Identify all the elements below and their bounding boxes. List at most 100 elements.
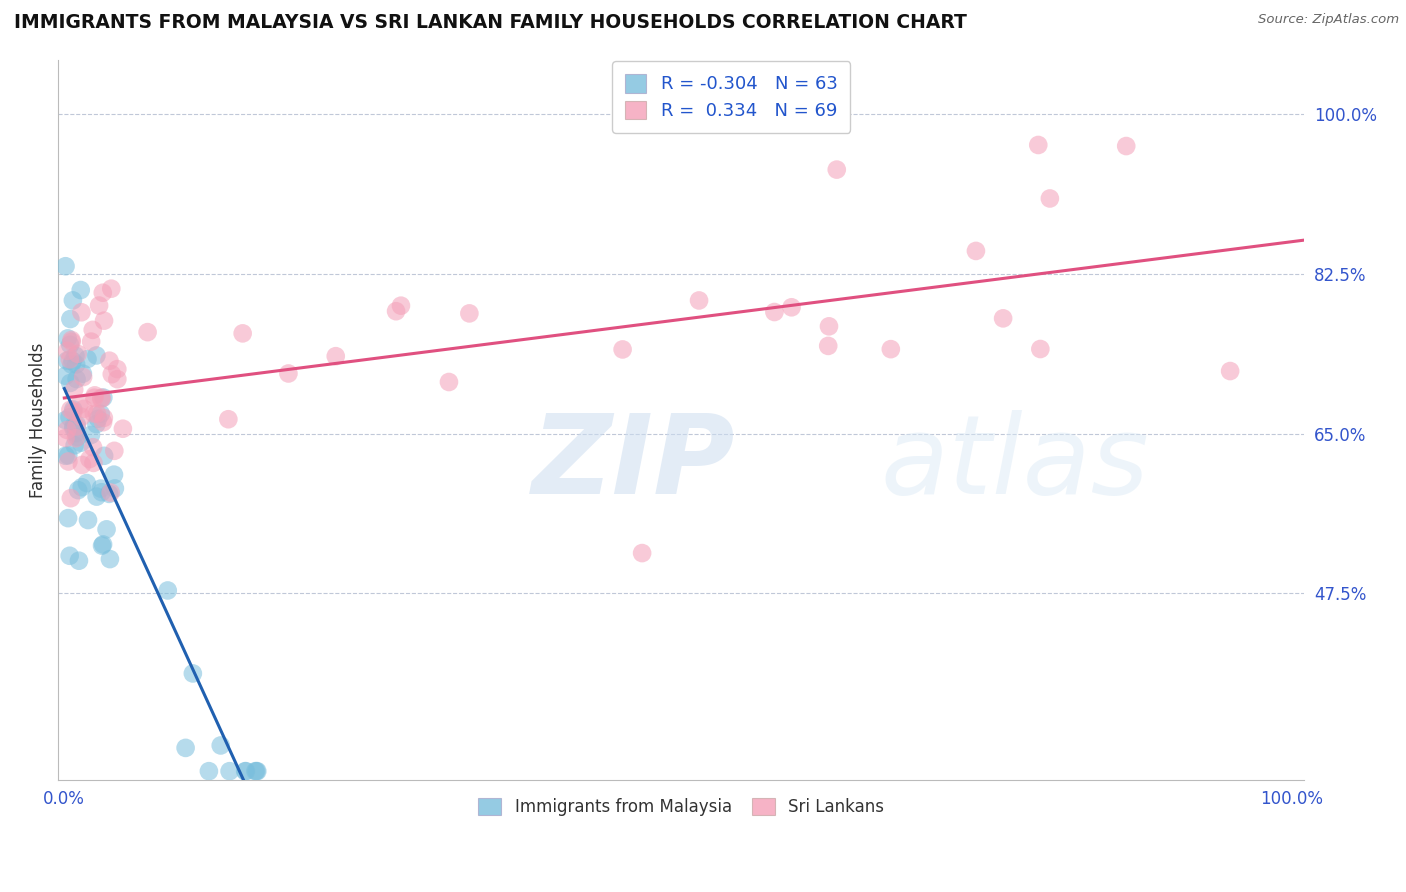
Point (458, 306, 481, 320)
Point (90, 485, 112, 500)
Point (818, 319, 841, 334)
Point (90, 482, 112, 496)
Point (437, 375, 460, 389)
Point (83, 391, 105, 405)
Point (103, 467, 125, 482)
Point (59, 549, 82, 563)
Point (174, 740, 197, 755)
Point (59, 491, 82, 505)
Point (880, 342, 903, 356)
Point (65, 419, 87, 434)
Point (66, 347, 89, 361)
Point (277, 367, 299, 381)
Point (98, 487, 121, 501)
Point (70, 305, 93, 319)
Point (1219, 364, 1241, 378)
Point (235, 764, 257, 779)
Text: Source: ZipAtlas.com: Source: ZipAtlas.com (1258, 13, 1399, 27)
Point (103, 443, 125, 458)
Point (76, 351, 98, 366)
Point (63, 383, 86, 397)
Point (233, 764, 256, 779)
Point (60, 333, 83, 347)
Point (90, 407, 112, 421)
Point (86, 490, 108, 504)
Point (72, 370, 94, 384)
Point (60, 334, 83, 349)
Point (100, 282, 122, 296)
Point (59, 352, 82, 367)
Point (209, 739, 232, 753)
Point (55, 449, 77, 463)
Point (100, 368, 122, 382)
Point (55, 259, 77, 273)
Point (67, 554, 90, 568)
Point (825, 162, 848, 177)
Point (631, 546, 654, 560)
Point (104, 482, 127, 496)
Point (780, 301, 803, 315)
Point (1026, 138, 1049, 153)
Point (62, 421, 84, 435)
Point (612, 343, 634, 357)
Point (763, 305, 786, 319)
Point (55, 368, 77, 383)
Point (60, 358, 83, 372)
Point (100, 485, 122, 500)
Point (389, 299, 412, 313)
Point (245, 764, 267, 779)
Point (82, 456, 104, 470)
Point (62, 402, 84, 417)
Point (82, 323, 104, 337)
Point (59, 337, 82, 351)
Point (136, 325, 159, 339)
Point (83, 388, 105, 402)
Point (90, 391, 112, 405)
Point (80, 334, 103, 349)
Point (232, 326, 254, 341)
Point (83, 407, 105, 421)
Point (217, 412, 239, 426)
Point (70, 435, 93, 450)
Point (385, 304, 408, 318)
Point (62, 293, 84, 308)
Text: IMMIGRANTS FROM MALAYSIA VS SRI LANKAN FAMILY HOUSEHOLDS CORRELATION CHART: IMMIGRANTS FROM MALAYSIA VS SRI LANKAN F… (14, 13, 967, 32)
Point (86, 348, 108, 362)
Point (69, 283, 91, 297)
Point (65, 372, 87, 386)
Point (70, 480, 93, 494)
Point (105, 362, 128, 376)
Point (66, 417, 89, 432)
Point (72, 367, 94, 381)
Point (63, 438, 86, 452)
Point (93, 410, 115, 425)
Point (98, 552, 121, 566)
Point (246, 764, 269, 779)
Point (77, 513, 100, 527)
Point (82, 440, 104, 454)
Point (91, 539, 114, 553)
Point (91, 537, 114, 551)
Point (59, 312, 82, 326)
Point (91, 391, 114, 405)
Point (67, 398, 90, 412)
Point (111, 422, 134, 436)
Point (325, 349, 347, 363)
Point (65, 431, 87, 445)
Legend: Immigrants from Malaysia, Sri Lankans: Immigrants from Malaysia, Sri Lankans (468, 788, 894, 826)
Point (62, 354, 84, 368)
Point (86, 417, 108, 431)
Point (70, 409, 93, 424)
Point (218, 764, 240, 779)
Point (62, 419, 84, 434)
Point (87, 299, 110, 313)
Point (93, 449, 115, 463)
Point (62, 405, 84, 419)
Point (55, 413, 77, 427)
Point (56, 423, 79, 437)
Point (58, 410, 80, 425)
Point (91, 415, 114, 429)
Point (181, 666, 204, 681)
Point (59, 376, 82, 390)
Point (991, 311, 1014, 326)
